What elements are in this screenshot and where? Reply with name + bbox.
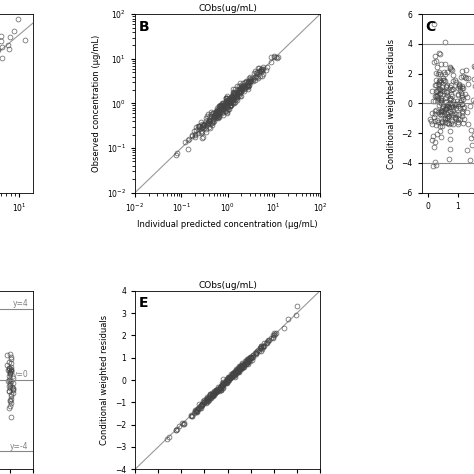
Title: CObs(ug/mL): CObs(ug/mL) [198, 281, 257, 290]
Y-axis label: Conditional weighted residuals: Conditional weighted residuals [100, 315, 109, 445]
Title: CObs(ug/mL): CObs(ug/mL) [198, 4, 257, 13]
Text: B: B [139, 19, 149, 34]
Text: C: C [426, 19, 436, 34]
Text: E: E [139, 296, 148, 310]
Text: y=-4: y=-4 [10, 441, 28, 450]
Text: y=0: y=0 [13, 370, 28, 379]
Y-axis label: Conditional weighted residuals: Conditional weighted residuals [387, 38, 396, 168]
Text: y=4: y=4 [13, 299, 28, 308]
Y-axis label: Observed concentration (µg/mL): Observed concentration (µg/mL) [92, 35, 101, 172]
X-axis label: Individual predicted concentration (µg/mL): Individual predicted concentration (µg/m… [137, 219, 318, 228]
